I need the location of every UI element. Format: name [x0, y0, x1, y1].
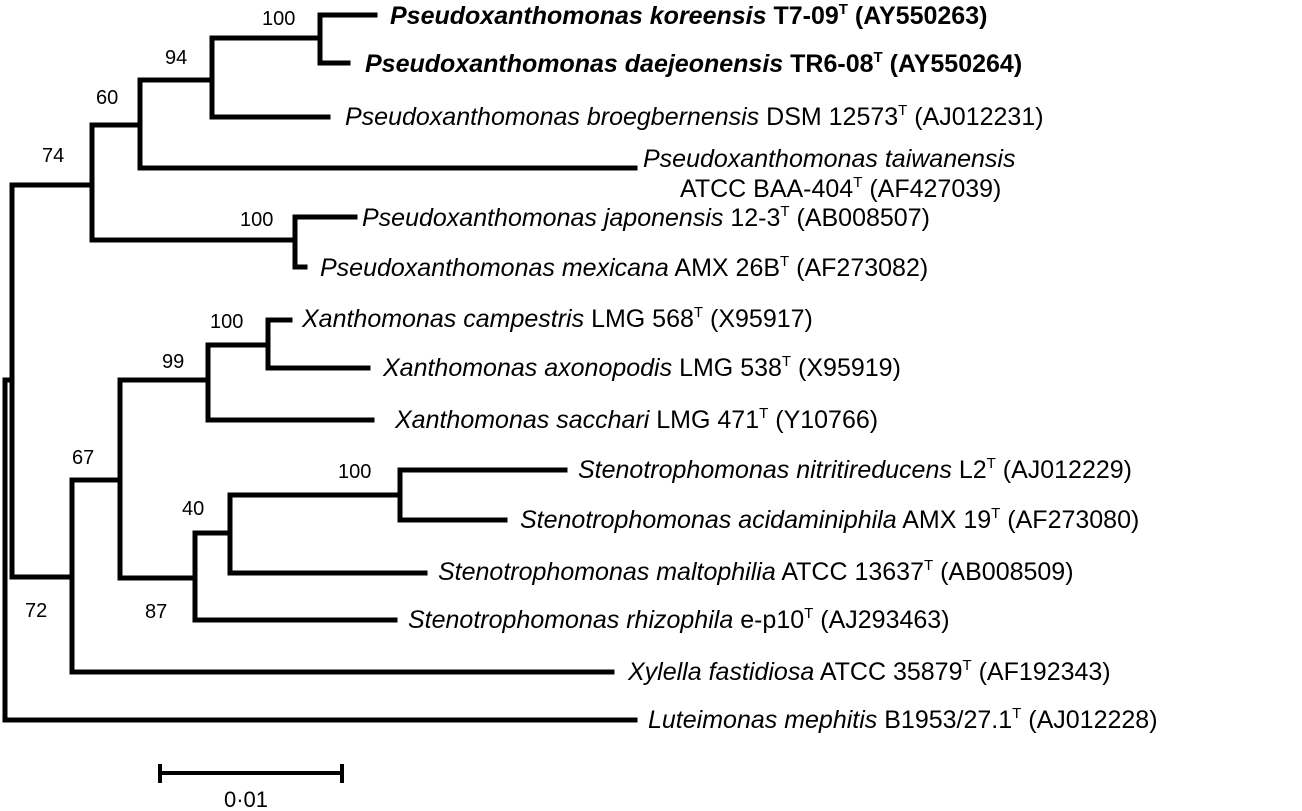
taxon-label: Pseudoxanthomonas daejeonensis TR6-08T (…: [365, 49, 1022, 78]
scale-bar-line: [158, 764, 344, 783]
scale-bar: 0·01: [158, 764, 344, 811]
taxon-label: Pseudoxanthomonas broegbernensis DSM 125…: [345, 102, 1044, 131]
taxon-label: Xanthomonas sacchari LMG 471T (Y10766): [394, 405, 878, 434]
bootstrap-value: 74: [42, 145, 64, 167]
taxon-label: Pseudoxanthomonas taiwanensis: [643, 145, 1015, 173]
taxon-label: Pseudoxanthomonas mexicana AMX 26BT (AF2…: [320, 253, 928, 282]
taxon-label: Xanthomonas campestris LMG 568T (X95917): [301, 304, 813, 333]
bootstrap-value: 100: [240, 209, 273, 231]
bootstrap-value: 100: [210, 311, 243, 333]
taxon-label: Stenotrophomonas rhizophila e-p10T (AJ29…: [408, 605, 950, 634]
taxon-label: Pseudoxanthomonas koreensis T7-09T (AY55…: [390, 1, 987, 30]
bootstrap-value: 100: [262, 8, 295, 30]
taxon-label: Xanthomonas axonopodis LMG 538T (X95919): [382, 353, 901, 382]
bootstrap-value: 99: [162, 351, 184, 373]
taxon-label: Stenotrophomonas acidaminiphila AMX 19T …: [520, 505, 1139, 534]
taxon-label: Stenotrophomonas nitritireducens L2T (AJ…: [578, 455, 1132, 484]
taxon-label: Pseudoxanthomonas japonensis 12-3T (AB00…: [362, 203, 930, 232]
bootstrap-value: 87: [145, 601, 167, 623]
taxon-labels: Pseudoxanthomonas koreensis T7-09T (AY55…: [301, 1, 1158, 734]
taxon-label-line2: ATCC BAA-404T (AF427039): [680, 174, 1001, 203]
bootstrap-value: 40: [182, 498, 204, 520]
bootstrap-values: 100 94 60 74 100 100 99 100 40 87 67 72: [25, 8, 371, 623]
bootstrap-value: 72: [25, 600, 47, 622]
bootstrap-value: 94: [165, 47, 187, 69]
branch-node-72: [9, 377, 75, 580]
tree-branches: [2, 12, 638, 723]
taxon-label: Stenotrophomonas maltophilia ATCC 13637T…: [438, 557, 1074, 586]
bootstrap-value: 60: [96, 87, 118, 109]
bootstrap-value: 67: [72, 447, 94, 469]
taxon-label: Luteimonas mephitis B1953/27.1T (AJ01222…: [648, 705, 1158, 734]
branch-node-74: [2, 182, 95, 383]
bootstrap-value: 100: [338, 461, 371, 483]
scale-bar-label: 0·01: [224, 787, 268, 811]
taxon-label: Xylella fastidiosa ATCC 35879T (AF192343…: [627, 657, 1111, 686]
